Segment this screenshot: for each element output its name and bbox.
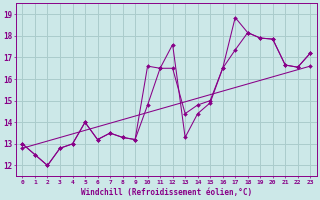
X-axis label: Windchill (Refroidissement éolien,°C): Windchill (Refroidissement éolien,°C) bbox=[81, 188, 252, 197]
